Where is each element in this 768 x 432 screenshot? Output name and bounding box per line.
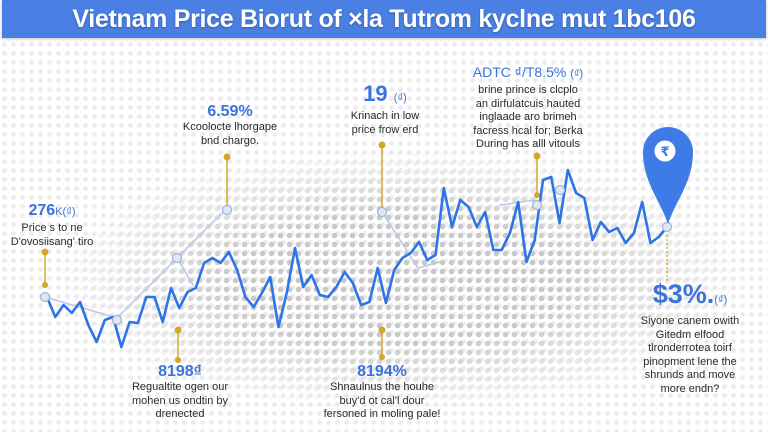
annotation-value: 19 (₫) — [363, 81, 407, 106]
page-title: Vietnam Price Biorut of ×la Tutrom kycln… — [72, 4, 696, 33]
connector-dot — [42, 282, 48, 288]
annotation-value: 6.59% — [207, 103, 253, 120]
chart-node — [554, 184, 566, 196]
annotation-1: 276K(₫) Price s to ne D'ovosiisang' tiro — [10, 202, 94, 248]
chart-node — [39, 291, 51, 303]
annotation-value: ADTC ₫/T8.5% (₫) — [472, 64, 584, 80]
chart-node — [171, 252, 183, 264]
connector-dot — [378, 141, 386, 149]
chart-node — [661, 221, 673, 233]
annotation-value: 8198₫ — [158, 363, 202, 380]
chart-node — [531, 199, 543, 211]
annotation-4: ADTC ₫/T8.5% (₫) brine prince is clcplo a… — [472, 64, 584, 150]
connector-dot — [379, 354, 385, 360]
connector-dot — [223, 153, 231, 161]
annotation-3: 19 (₫) Krinach in low price frow erd — [350, 81, 420, 136]
pin-inner-circle — [654, 140, 676, 162]
annotation-value: $3%.(₫) — [652, 279, 728, 309]
annotation-7: $3%.(₫) Siyone canem owith Gitedm elfood t… — [640, 279, 740, 395]
shaded-region — [60, 150, 740, 410]
annotation-value: 8194% — [357, 363, 407, 380]
price-line — [45, 168, 669, 349]
annotation-value: 276K(₫) — [28, 202, 76, 219]
annotation-2: 6.59% Kcoolocte lhorgape bnd chargo. — [182, 103, 278, 147]
connector-dot — [378, 326, 386, 334]
chart-node — [376, 206, 388, 218]
connector-dot — [533, 152, 541, 160]
chart-node — [111, 314, 123, 326]
rupee-icon: ₹ — [660, 145, 669, 160]
connector-dot — [534, 192, 540, 198]
title-bar: Vietnam Price Biorut of ×la Tutrom kycln… — [2, 0, 766, 38]
connector-dot — [174, 326, 182, 334]
secondary-line — [381, 211, 441, 269]
connector-dot — [41, 248, 49, 256]
chart-node — [221, 204, 233, 216]
annotation-6: 8194% Shnaulnus the houhe buy'd ot cal'l … — [323, 363, 441, 420]
secondary-line — [176, 257, 194, 286]
annotation-5: 8198₫ Regualtite ogen our mohen us ondtin… — [131, 363, 229, 420]
connector-dot — [175, 357, 181, 363]
